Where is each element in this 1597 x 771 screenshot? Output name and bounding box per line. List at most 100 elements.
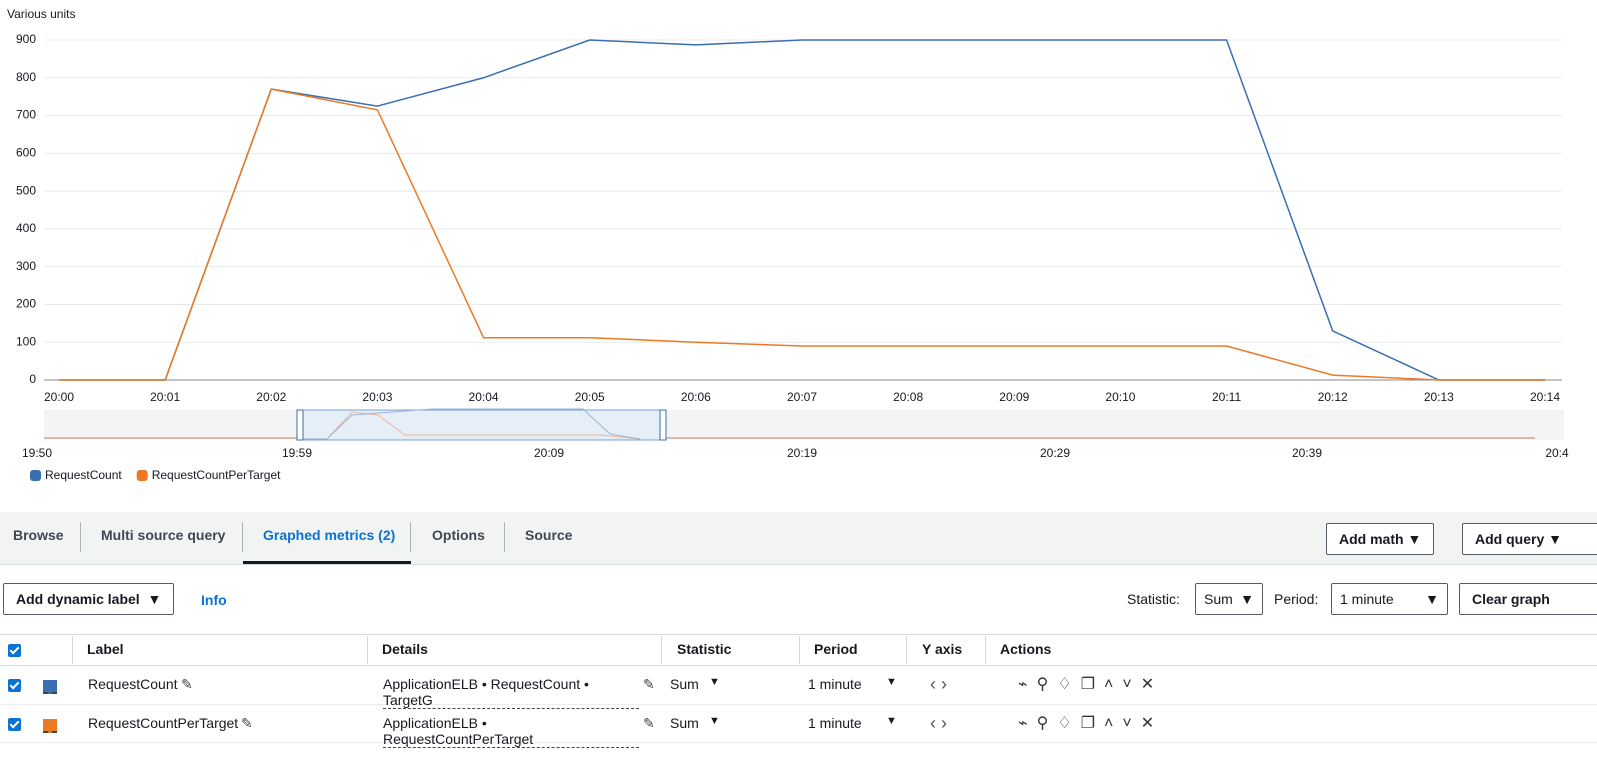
checkbox[interactable] <box>8 679 21 692</box>
x-tick-label: 20:06 <box>681 390 711 404</box>
x-tick-label: 20:10 <box>1105 390 1135 404</box>
chart: Various units 0 100 200 300 400 500 600 700 800 9… <box>7 7 1569 482</box>
y-tick-label: 100 <box>16 334 36 348</box>
x-tick-label: 20:05 <box>575 390 605 404</box>
column-header: Period <box>814 641 858 657</box>
cell: RequestCountPerTarget <box>88 715 239 731</box>
navigator-preview <box>300 408 641 440</box>
dropdown-icon[interactable]: ▼ <box>709 715 720 727</box>
navigator-label: 19:59 <box>282 446 312 460</box>
edit-icon[interactable]: ✎ <box>181 676 193 692</box>
x-tick-label: 20:14 <box>1530 390 1560 404</box>
x-tick-label: 20:03 <box>362 390 392 404</box>
edit-icon[interactable]: ✎ <box>643 715 655 731</box>
navigator-handle[interactable] <box>296 409 304 441</box>
cell: ApplicationELB • RequestCountPerTarget <box>383 715 639 748</box>
column-separator <box>661 636 662 664</box>
edit-icon[interactable]: ✎ <box>241 715 253 731</box>
dropdown-icon[interactable]: ▼ <box>709 676 720 688</box>
column-header: Actions <box>1000 641 1052 657</box>
add-math-button[interactable]: Add math ▼ <box>1326 523 1435 555</box>
navigator-label: 20:29 <box>1040 446 1070 460</box>
period-label: Period: <box>1274 591 1319 607</box>
tab[interactable]: Browse <box>13 527 64 543</box>
x-tick-label: 20:02 <box>256 390 286 404</box>
y-axis-label: Various units <box>7 7 75 21</box>
navigator-handle[interactable] <box>659 409 667 441</box>
tab-separator <box>504 522 505 552</box>
column-separator <box>367 636 368 664</box>
clear-graph-button[interactable]: Clear graph <box>1459 583 1597 615</box>
column-header: Details <box>382 641 428 657</box>
x-tick-label: 20:09 <box>999 390 1029 404</box>
dropdown-icon[interactable]: ▼ <box>886 676 897 688</box>
y-axis-arrows[interactable]: ‹ › <box>930 674 947 694</box>
column-header: Statistic <box>677 641 732 657</box>
tab-underline <box>243 561 411 564</box>
add-query-button[interactable]: Add query ▼ <box>1462 523 1597 555</box>
cell[interactable]: Sum <box>670 715 699 731</box>
cell[interactable]: Sum <box>670 676 699 692</box>
tab-separator <box>410 522 411 552</box>
y-tick-label: 400 <box>16 221 36 235</box>
tab[interactable]: Source <box>525 527 573 543</box>
y-axis-arrows[interactable]: ‹ › <box>930 713 947 733</box>
y-tick-label: 700 <box>16 108 36 122</box>
x-tick-label: 20:04 <box>469 390 499 404</box>
column-separator <box>985 636 986 664</box>
navigator-label: 19:50 <box>22 446 52 460</box>
legend-swatch <box>30 470 41 481</box>
legend-label: RequestCountPerTarget <box>152 468 281 482</box>
checkbox[interactable] <box>8 644 21 657</box>
actions[interactable]: ⌁⚲♢❐˄˅✕ <box>1018 676 1164 693</box>
cell: ApplicationELB • RequestCount • TargetG <box>383 676 639 709</box>
column-header: Label <box>87 641 124 657</box>
navigator-label: 20:19 <box>787 446 817 460</box>
cell[interactable]: 1 minute <box>808 676 862 692</box>
info-link[interactable]: Info <box>201 592 227 608</box>
tab[interactable]: Graphed metrics (2) <box>263 527 396 543</box>
column-header: Y axis <box>922 641 963 657</box>
x-tick-label: 20:08 <box>893 390 923 404</box>
column-separator <box>72 636 73 664</box>
cell[interactable]: 1 minute <box>808 715 862 731</box>
actions[interactable]: ⌁⚲♢❐˄˅✕ <box>1018 715 1164 732</box>
y-tick-label: 0 <box>29 372 36 386</box>
y-tick-label: 200 <box>16 297 36 311</box>
x-tick-label: 20:00 <box>44 390 74 404</box>
y-tick-label: 300 <box>16 259 36 273</box>
table-border <box>0 665 1597 666</box>
navigator-label: 20:09 <box>534 446 564 460</box>
series-line <box>59 39 1545 381</box>
y-tick-label: 800 <box>16 70 36 84</box>
tab-separator <box>80 522 81 552</box>
checkbox[interactable] <box>8 718 21 731</box>
column-separator <box>906 636 907 664</box>
x-tick-label: 20:13 <box>1424 390 1454 404</box>
period-select[interactable]: 1 minute ▼ <box>1331 583 1448 615</box>
add-dynamic-label-button[interactable]: Add dynamic label ▼ <box>3 583 175 615</box>
color-swatch <box>43 680 57 694</box>
tab[interactable]: Multi source query <box>101 527 226 543</box>
navigator-bg <box>44 410 1564 440</box>
x-tick-label: 20:07 <box>787 390 817 404</box>
navigator-label: 20:39 <box>1292 446 1322 460</box>
navigator-label: 20:4 <box>1545 446 1569 460</box>
statistic-select[interactable]: Sum ▼ <box>1195 583 1263 615</box>
color-swatch <box>43 719 57 733</box>
tab[interactable]: Options <box>432 527 485 543</box>
x-tick-label: 20:11 <box>1212 390 1241 404</box>
table-border <box>0 742 1597 743</box>
table-border <box>0 704 1597 705</box>
dropdown-icon[interactable]: ▼ <box>886 715 897 727</box>
series-line <box>59 88 1545 381</box>
edit-icon[interactable]: ✎ <box>643 676 655 692</box>
legend-label: RequestCount <box>45 468 122 482</box>
cell: RequestCount <box>88 676 178 692</box>
y-tick-label: 900 <box>16 32 36 46</box>
x-tick-label: 20:12 <box>1318 390 1348 404</box>
tab-separator <box>242 522 243 552</box>
y-tick-label: 600 <box>16 146 36 160</box>
table-border <box>0 634 1597 635</box>
